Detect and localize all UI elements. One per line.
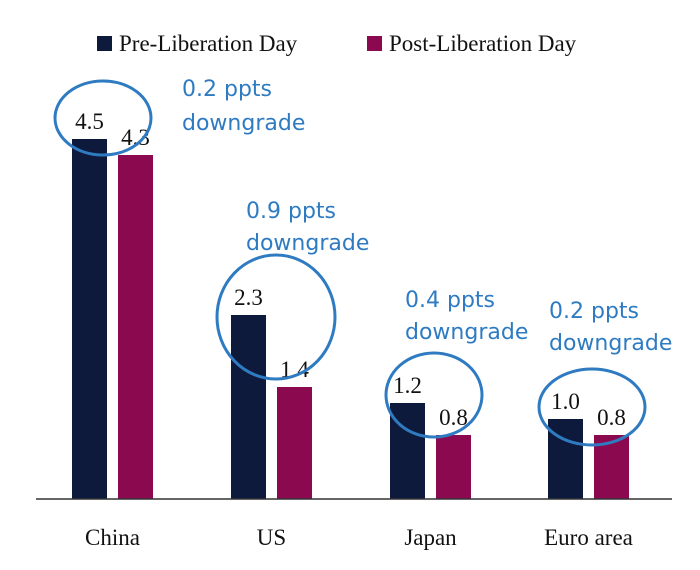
- annotation-word-0: downgrade: [182, 111, 305, 136]
- downgrade-ellipse-0: [53, 79, 153, 157]
- annotation-word-2: downgrade: [405, 320, 528, 345]
- bar-pre-0: [72, 139, 107, 499]
- legend-label-post: Post-Liberation Day: [389, 31, 577, 56]
- legend-swatch-post: [367, 36, 382, 51]
- data-label-pre-2: 1.2: [393, 373, 422, 398]
- bar-pre-1: [231, 315, 266, 499]
- legend-label-pre: Pre-Liberation Day: [119, 31, 298, 56]
- annotation-amount-0: 0.2 ppts: [182, 77, 272, 102]
- annotation-amount-3: 0.2 ppts: [549, 299, 639, 324]
- bar-post-1: [277, 387, 312, 499]
- category-label-2: Japan: [404, 525, 457, 550]
- annotation-amount-1: 0.9 ppts: [246, 199, 336, 224]
- annotation-amount-2: 0.4 ppts: [405, 288, 495, 313]
- downgrade-ellipse-3: [537, 367, 647, 447]
- downgrade-ellipse-2: [384, 351, 484, 439]
- data-label-post-3: 0.8: [597, 405, 626, 430]
- annotation-word-1: downgrade: [246, 231, 369, 256]
- bar-post-0: [118, 155, 153, 499]
- bar-pre-3: [548, 419, 583, 499]
- data-label-pre-1: 2.3: [234, 285, 263, 310]
- bar-post-2: [436, 435, 471, 499]
- category-label-3: Euro area: [544, 525, 633, 550]
- category-label-0: China: [85, 525, 140, 550]
- bar-pre-2: [390, 403, 425, 499]
- data-label-pre-3: 1.0: [551, 389, 580, 414]
- downgrade-ellipse-1: [215, 253, 337, 381]
- data-label-post-2: 0.8: [439, 405, 468, 430]
- data-label-pre-0: 4.5: [75, 109, 104, 134]
- category-label-1: US: [257, 525, 286, 550]
- legend-swatch-pre: [97, 36, 112, 51]
- annotation-word-3: downgrade: [549, 331, 672, 356]
